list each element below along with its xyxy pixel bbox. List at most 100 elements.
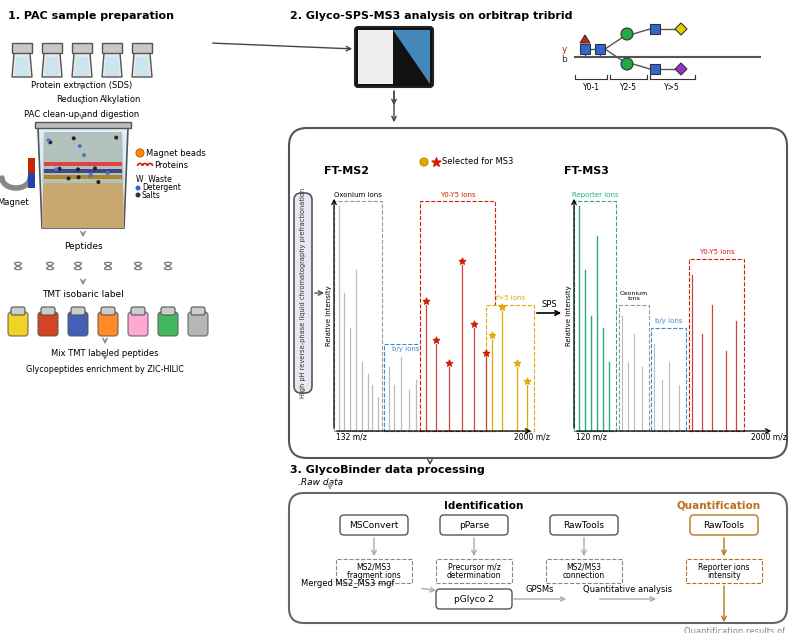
Text: Oxonium ions: Oxonium ions	[334, 192, 382, 198]
Text: RawTools: RawTools	[564, 520, 604, 529]
FancyBboxPatch shape	[131, 307, 145, 315]
FancyBboxPatch shape	[68, 312, 88, 336]
Circle shape	[88, 173, 92, 178]
Polygon shape	[42, 132, 124, 183]
FancyBboxPatch shape	[690, 515, 758, 535]
FancyBboxPatch shape	[158, 312, 178, 336]
Text: Selected for MS3: Selected for MS3	[442, 158, 514, 166]
Text: Y>5: Y>5	[664, 83, 680, 92]
Text: Alkylation: Alkylation	[100, 95, 141, 104]
Text: Magnet beads: Magnet beads	[146, 149, 206, 158]
Bar	[132, 43, 152, 53]
FancyBboxPatch shape	[440, 515, 508, 535]
Bar	[102, 43, 122, 53]
Text: TMT isobaric label: TMT isobaric label	[42, 290, 124, 299]
Polygon shape	[38, 128, 128, 228]
Bar	[546, 559, 622, 583]
FancyBboxPatch shape	[550, 515, 618, 535]
Text: Quantitative analysis: Quantitative analysis	[584, 585, 673, 594]
Polygon shape	[12, 53, 32, 77]
Bar	[12, 43, 32, 53]
Text: Mix TMT labeled peptides: Mix TMT labeled peptides	[52, 349, 159, 358]
Polygon shape	[42, 132, 124, 228]
Circle shape	[78, 144, 82, 148]
Circle shape	[58, 166, 62, 171]
Text: intensity: intensity	[707, 570, 741, 579]
FancyBboxPatch shape	[98, 312, 118, 336]
Text: Reporter ions: Reporter ions	[698, 563, 750, 572]
Text: Y2-5: Y2-5	[619, 83, 637, 92]
FancyBboxPatch shape	[289, 493, 787, 623]
FancyBboxPatch shape	[8, 312, 28, 336]
Polygon shape	[580, 35, 590, 43]
Circle shape	[47, 138, 51, 142]
FancyBboxPatch shape	[191, 307, 205, 315]
Text: Y0-Y5 ions: Y0-Y5 ions	[699, 249, 734, 256]
Bar	[619, 304, 649, 431]
Circle shape	[114, 135, 118, 140]
Circle shape	[89, 173, 93, 177]
Text: Magnet: Magnet	[0, 198, 29, 207]
Polygon shape	[72, 53, 92, 77]
Text: 132 m/z: 132 m/z	[336, 432, 367, 441]
FancyBboxPatch shape	[289, 128, 787, 458]
Bar	[651, 327, 686, 431]
Text: 2. Glyco-SPS-MS3 analysis on orbitrap tribrid: 2. Glyco-SPS-MS3 analysis on orbitrap tr…	[290, 11, 572, 21]
Text: 120 m/z: 120 m/z	[576, 432, 607, 441]
Polygon shape	[393, 30, 430, 84]
FancyBboxPatch shape	[161, 307, 175, 315]
Text: Identification: Identification	[445, 501, 524, 511]
Polygon shape	[102, 53, 122, 77]
Text: Salts: Salts	[142, 191, 161, 199]
Bar	[28, 158, 35, 173]
Text: connection: connection	[563, 570, 605, 579]
Polygon shape	[675, 23, 687, 35]
Bar	[420, 201, 495, 431]
Text: b/y ions: b/y ions	[392, 346, 420, 351]
Circle shape	[136, 149, 144, 157]
Circle shape	[48, 141, 52, 144]
Bar	[336, 559, 412, 583]
Text: b/y ions: b/y ions	[655, 318, 682, 325]
Text: Y>5 ions: Y>5 ions	[495, 296, 526, 301]
FancyBboxPatch shape	[128, 312, 148, 336]
Text: pGlyco 2: pGlyco 2	[454, 594, 494, 603]
Text: pParse: pParse	[459, 520, 489, 529]
Bar	[28, 173, 35, 188]
Text: determination: determination	[447, 570, 501, 579]
Circle shape	[106, 171, 110, 175]
Polygon shape	[45, 57, 59, 76]
Bar	[42, 43, 62, 53]
Polygon shape	[44, 162, 122, 166]
Bar	[650, 64, 660, 74]
Point	[511, 358, 523, 368]
FancyBboxPatch shape	[436, 589, 512, 609]
Circle shape	[621, 28, 633, 40]
Circle shape	[420, 158, 428, 166]
Bar	[72, 43, 92, 53]
Text: Quantification: Quantification	[677, 501, 761, 511]
Bar	[358, 30, 393, 84]
Circle shape	[136, 192, 141, 197]
Text: Reduction: Reduction	[56, 95, 98, 104]
Text: Peptides: Peptides	[64, 242, 102, 251]
Text: RawTools: RawTools	[703, 520, 745, 529]
Text: 2000 m/z: 2000 m/z	[514, 432, 550, 441]
FancyBboxPatch shape	[188, 312, 208, 336]
Polygon shape	[44, 169, 122, 173]
Text: y: y	[561, 44, 567, 54]
Text: fragment ions: fragment ions	[347, 570, 401, 579]
Text: .Raw data: .Raw data	[298, 478, 343, 487]
Bar	[595, 44, 605, 54]
Text: Merged MS2_MS3 mgf: Merged MS2_MS3 mgf	[301, 579, 395, 589]
Text: b: b	[561, 54, 567, 63]
Text: MSConvert: MSConvert	[349, 520, 399, 529]
Point	[430, 334, 442, 344]
Bar	[436, 559, 512, 583]
Bar	[580, 44, 590, 54]
Circle shape	[54, 167, 58, 172]
Polygon shape	[75, 57, 89, 76]
Circle shape	[76, 167, 80, 172]
Text: Glycopeptides enrichment by ZIC-HILIC: Glycopeptides enrichment by ZIC-HILIC	[26, 365, 184, 374]
Polygon shape	[42, 53, 62, 77]
